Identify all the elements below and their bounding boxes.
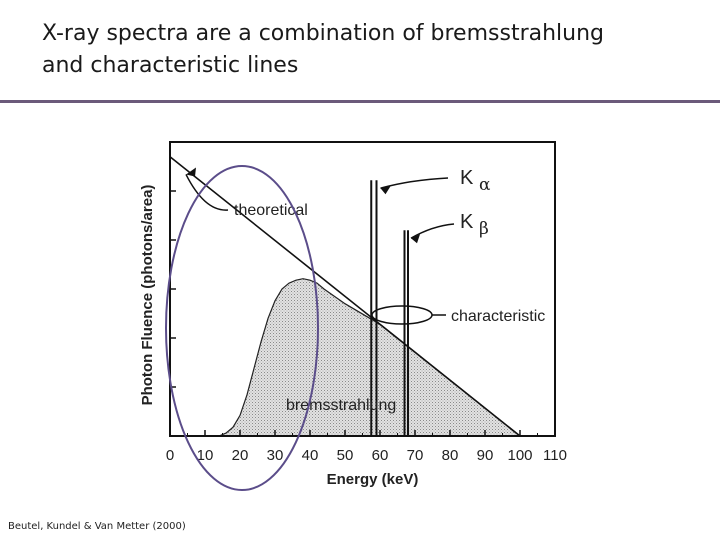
x-tick-label: 40 — [302, 447, 319, 464]
x-tick-label: 60 — [372, 447, 389, 464]
characteristic-ellipse — [371, 305, 433, 325]
theoretical-arrow — [185, 174, 229, 211]
x-tick-label: 90 — [477, 447, 494, 464]
theoretical-label: theoretical — [234, 202, 308, 219]
x-tick-label: 20 — [232, 447, 249, 464]
k-beta-greek: β — [479, 219, 489, 239]
k-alpha-arrowhead — [380, 186, 391, 195]
title-line-1: X-ray spectra are a combination of brems… — [42, 21, 604, 46]
citation: Beutel, Kundel & Van Metter (2000) — [8, 521, 186, 532]
x-axis-label: Energy (keV) — [327, 471, 419, 488]
k-beta-label: K — [460, 211, 474, 233]
k-alpha-label: K — [460, 167, 474, 189]
x-tick-label: 110 — [543, 447, 567, 464]
theoretical-line — [169, 156, 521, 437]
k-alpha-greek: α — [479, 175, 491, 195]
characteristic-label: characteristic — [451, 308, 545, 325]
k-beta-arrow — [410, 223, 455, 239]
x-tick-label: 80 — [442, 447, 459, 464]
x-tick-label: 50 — [337, 447, 354, 464]
k-beta-arrowhead — [411, 234, 420, 244]
x-tick-label: 100 — [507, 447, 532, 464]
x-tick-label: 70 — [407, 447, 424, 464]
slide-title: X-ray spectra are a combination of brems… — [42, 18, 682, 82]
bremsstrahlung-label: bremsstrahlung — [286, 397, 396, 414]
x-tick-label: 0 — [166, 447, 174, 464]
x-tick-label: 30 — [267, 447, 284, 464]
highlight-ellipse — [165, 165, 319, 491]
title-divider — [0, 100, 720, 103]
k-alpha-arrow — [380, 177, 449, 189]
y-axis-label: Photon Fluence (photons/area) — [139, 185, 156, 406]
x-tick-label: 10 — [197, 447, 214, 464]
theoretical-arrowhead — [186, 167, 196, 177]
title-line-2: and characteristic lines — [42, 53, 299, 78]
